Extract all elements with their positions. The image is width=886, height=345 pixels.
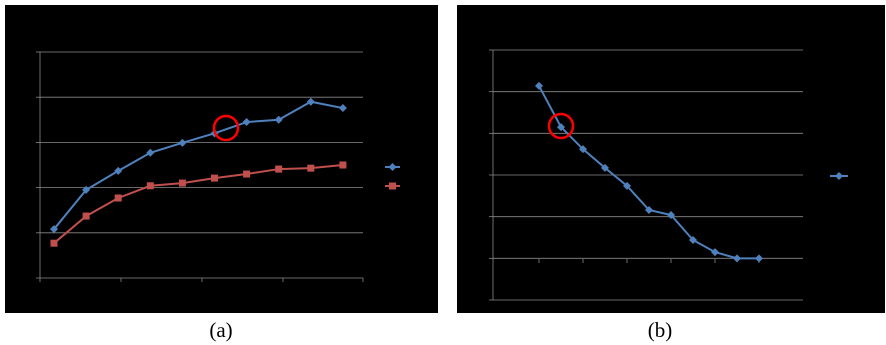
panel-a	[5, 5, 438, 313]
marker	[274, 115, 283, 124]
panel-b	[457, 5, 885, 313]
marker	[178, 179, 186, 187]
marker	[146, 148, 155, 157]
marker	[307, 164, 315, 172]
marker	[82, 212, 90, 220]
marker	[82, 185, 91, 194]
marker	[211, 174, 218, 182]
highlight-ring	[547, 112, 575, 140]
marker	[275, 165, 283, 173]
marker	[146, 182, 154, 190]
marker	[242, 118, 251, 127]
marker	[339, 161, 347, 169]
marker	[645, 206, 653, 214]
marker	[755, 254, 763, 263]
marker	[50, 225, 58, 234]
marker	[388, 163, 397, 171]
marker	[389, 182, 396, 190]
marker	[711, 248, 719, 257]
marker	[667, 211, 675, 219]
caption: (a)	[209, 318, 232, 342]
marker	[835, 172, 843, 180]
marker	[535, 81, 543, 90]
marker	[114, 194, 122, 202]
marker	[114, 166, 123, 175]
highlight-ring	[212, 114, 240, 142]
marker	[243, 170, 251, 178]
line	[53, 100, 344, 230]
marker	[623, 181, 631, 190]
marker	[557, 123, 565, 132]
marker	[178, 138, 187, 147]
caption: (b)	[648, 318, 673, 342]
marker	[50, 239, 58, 247]
marker	[601, 163, 609, 172]
marker	[689, 236, 697, 244]
marker	[579, 145, 587, 154]
line	[53, 164, 343, 244]
marker	[733, 254, 741, 263]
marker	[338, 104, 347, 113]
marker	[306, 97, 315, 106]
